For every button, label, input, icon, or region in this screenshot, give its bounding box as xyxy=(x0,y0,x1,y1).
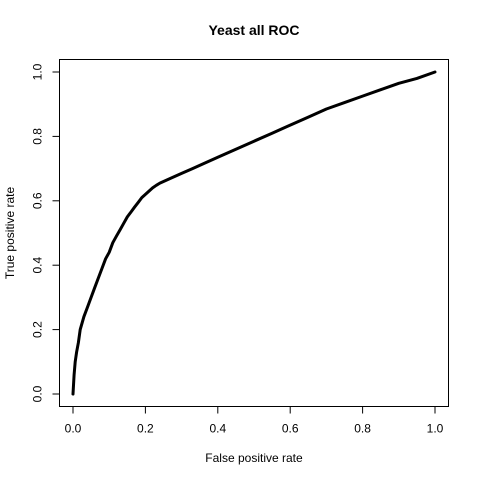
y-tick-label: 0.4 xyxy=(31,257,45,274)
y-tick-label: 0.8 xyxy=(31,128,45,145)
chart-title: Yeast all ROC xyxy=(208,22,299,38)
y-tick-label: 0.6 xyxy=(31,192,45,209)
x-tick-label: 0.0 xyxy=(65,422,82,436)
y-tick-label: 0.2 xyxy=(31,321,45,338)
y-tick-label: 0.0 xyxy=(31,385,45,402)
x-tick-label: 0.4 xyxy=(209,422,226,436)
x-tick-label: 0.6 xyxy=(282,422,299,436)
y-axis-label: True positive rate xyxy=(3,187,17,280)
x-tick-label: 1.0 xyxy=(427,422,444,436)
y-tick-label: 1.0 xyxy=(31,63,45,80)
x-axis: 0.0 0.2 0.4 0.6 0.8 1.0 xyxy=(65,406,444,436)
plot-area-border xyxy=(59,59,449,407)
roc-curve-line xyxy=(71,70,437,396)
x-axis-label: False positive rate xyxy=(205,451,303,465)
y-axis: 0.0 0.2 0.4 0.6 0.8 1.0 xyxy=(31,63,60,402)
x-tick-label: 0.8 xyxy=(354,422,371,436)
x-tick-label: 0.2 xyxy=(137,422,154,436)
